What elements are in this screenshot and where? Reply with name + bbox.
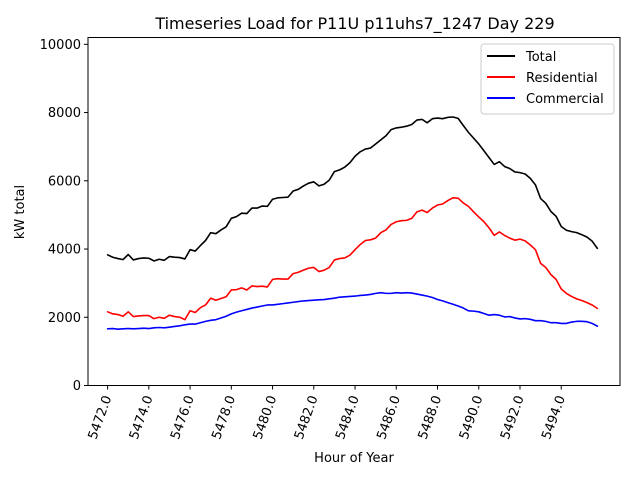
x-axis: 5472.0 5474.0 5476.0 5478.0 5480.0 5482.0 5484… <box>86 385 569 442</box>
y-tick-label: 10000 <box>40 38 81 53</box>
series-line-total <box>106 116 599 262</box>
series-line-commercial <box>106 291 599 331</box>
x-tick-label: 5494.0 <box>539 394 569 442</box>
x-tick-label: 5474.0 <box>127 394 157 442</box>
legend-label-commercial: Commercial <box>526 92 604 107</box>
series-layer <box>106 116 599 331</box>
x-tick-label: 5476.0 <box>168 394 198 442</box>
legend: Total Residential Commercial <box>480 43 615 115</box>
legend-label-total: Total <box>525 50 556 65</box>
y-tick-label: 4000 <box>48 243 81 258</box>
y-tick-label: 8000 <box>48 106 81 121</box>
x-tick-label: 5480.0 <box>251 394 281 442</box>
y-axis: 0 2000 4000 6000 8000 10000 <box>40 38 88 394</box>
x-tick-label: 5484.0 <box>333 394 363 442</box>
y-tick-label: 6000 <box>48 174 81 189</box>
x-tick-label: 5486.0 <box>374 394 404 442</box>
x-tick-label: 5472.0 <box>86 394 116 442</box>
x-tick-label: 5492.0 <box>498 394 528 442</box>
x-tick-label: 5488.0 <box>416 394 446 442</box>
y-tick-label: 2000 <box>48 311 81 326</box>
x-tick-label: 5490.0 <box>457 394 487 442</box>
x-tick-label: 5482.0 <box>292 394 322 442</box>
y-axis-label: kW total <box>13 185 28 239</box>
plot-frame <box>87 37 621 386</box>
legend-box <box>480 43 615 115</box>
chart-title: Timeseries Load for P11U p11uhs7_1247 Da… <box>154 14 554 34</box>
x-tick-label: 5478.0 <box>209 394 239 442</box>
legend-label-residential: Residential <box>526 71 598 86</box>
y-tick-label: 0 <box>73 379 81 394</box>
series-line-residential <box>106 197 599 321</box>
x-axis-label: Hour of Year <box>314 451 394 466</box>
